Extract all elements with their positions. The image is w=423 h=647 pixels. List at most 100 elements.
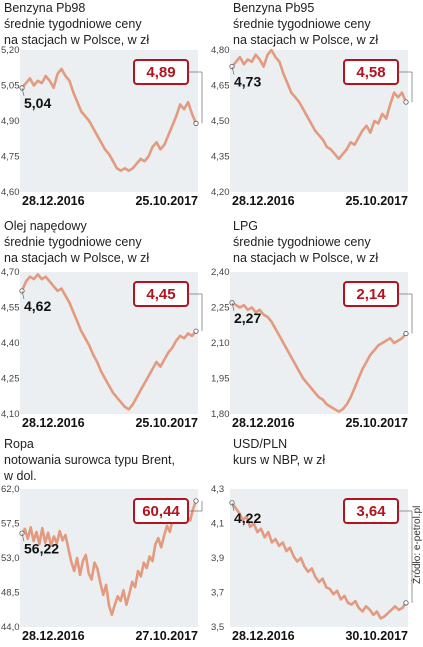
start-connector bbox=[21, 533, 25, 542]
start-date-label: 28.12.2016 bbox=[232, 629, 295, 643]
start-value-label: 5,04 bbox=[24, 95, 51, 111]
title-line-2: średnie tygodniowe ceny bbox=[4, 235, 142, 249]
line-chart-lpg: 2,40 2,25 2,10 1,95 1,80 2,27 2,14 28.12.2016 25… bbox=[211, 267, 413, 430]
y-tick-label: 4,60 bbox=[1, 187, 20, 198]
source-note: Źródło: e-petrol.pl bbox=[412, 505, 423, 584]
title-line-1: Ropa bbox=[4, 437, 34, 451]
title-line-2: kurs w NBP, w zł bbox=[233, 453, 326, 467]
title-line-3: na stacjach w Polsce, w zł bbox=[233, 251, 379, 265]
series-line bbox=[20, 67, 198, 172]
chart-title: Olej napędowy średnie tygodniowe ceny na… bbox=[4, 218, 149, 266]
title-line-1: USD/PLN bbox=[233, 437, 288, 451]
start-value-label: 56,22 bbox=[24, 540, 59, 556]
y-tick-label: 2,40 bbox=[211, 267, 230, 278]
y-tick-label: 4,1 bbox=[211, 519, 224, 530]
end-date-label: 25.10.2017 bbox=[345, 416, 408, 430]
end-value-label: 3,64 bbox=[356, 503, 386, 520]
start-date-label: 28.12.2016 bbox=[232, 416, 295, 430]
series-line bbox=[230, 501, 408, 620]
chart-title: USD/PLN kurs w NBP, w zł bbox=[233, 436, 325, 468]
y-tick-label: 44,0 bbox=[1, 622, 20, 633]
end-value-label: 4,45 bbox=[146, 286, 175, 303]
series-line bbox=[20, 499, 198, 617]
y-tick-label: 4,3 bbox=[211, 484, 224, 495]
end-date-label: 25.10.2017 bbox=[135, 416, 198, 430]
title-line-2: średnie tygodniowe ceny bbox=[4, 17, 142, 31]
chart-title: Benzyna Pb95 średnie tygodniowe ceny na … bbox=[233, 0, 378, 48]
start-connector bbox=[21, 87, 25, 96]
start-connector bbox=[231, 66, 235, 75]
y-tick-label: 4,90 bbox=[1, 116, 20, 127]
line-chart-diesel: 4,70 4,55 4,40 4,25 4,10 4,62 4,45 28.12.2016 25… bbox=[1, 267, 203, 430]
y-tick-label: 4,55 bbox=[1, 303, 20, 314]
y-tick-label: 4,65 bbox=[211, 81, 230, 92]
line-chart-brent: 62,0 57,5 53,0 48,5 44,0 56,22 60,44 28.12.2016… bbox=[1, 484, 203, 643]
end-value-label: 4,58 bbox=[356, 64, 385, 81]
title-line-3: w dol. bbox=[4, 469, 37, 483]
y-tick-label: 3,5 bbox=[211, 622, 224, 633]
y-tick-label: 4,50 bbox=[211, 116, 230, 127]
end-point bbox=[193, 498, 199, 504]
title-line-3: na stacjach w Polsce, w zł bbox=[233, 33, 379, 47]
y-tick-label: 62,0 bbox=[1, 484, 20, 495]
end-date-label: 25.10.2017 bbox=[135, 194, 198, 208]
line-chart-usdpln: 4,3 4,1 3,9 3,7 3,5 4,22 3,64 28.12.2016 30.10.2… bbox=[211, 484, 413, 643]
y-tick-label: 57,5 bbox=[1, 519, 20, 530]
series-line bbox=[230, 301, 408, 413]
start-connector bbox=[231, 502, 235, 511]
end-date-label: 25.10.2017 bbox=[345, 194, 408, 208]
y-tick-label: 3,7 bbox=[211, 588, 224, 599]
chart-title: Ropa notowania surowca typu Brent, w dol… bbox=[4, 436, 175, 484]
line-chart-pb95: 4,80 4,65 4,50 4,35 4,20 4,73 4,58 28.12.2016 25… bbox=[211, 45, 413, 208]
start-connector bbox=[21, 290, 25, 300]
chart-title: LPG średnie tygodniowe ceny na stacjach … bbox=[233, 218, 378, 266]
y-tick-label: 4,40 bbox=[1, 338, 20, 349]
y-tick-label: 5,05 bbox=[1, 81, 20, 92]
title-line-1: Benzyna Pb95 bbox=[233, 1, 315, 15]
y-tick-label: 4,75 bbox=[1, 152, 20, 163]
start-date-label: 28.12.2016 bbox=[22, 194, 85, 208]
y-tick-label: 48,5 bbox=[1, 588, 20, 599]
start-value-label: 4,73 bbox=[234, 74, 261, 90]
y-tick-label: 53,0 bbox=[1, 553, 20, 564]
y-tick-label: 4,25 bbox=[1, 374, 20, 385]
end-value-label: 60,44 bbox=[142, 503, 180, 520]
series-line bbox=[20, 273, 198, 411]
series-line bbox=[230, 48, 408, 161]
start-date-label: 28.12.2016 bbox=[22, 416, 85, 430]
title-line-3: na stacjach w Polsce, w zł bbox=[4, 33, 150, 47]
end-value-label: 2,14 bbox=[356, 286, 386, 303]
title-line-1: Olej napędowy bbox=[4, 219, 87, 233]
title-line-1: Benzyna Pb98 bbox=[4, 1, 86, 15]
end-value-label: 4,89 bbox=[146, 64, 175, 81]
chart-title: Benzyna Pb98 średnie tygodniowe ceny na … bbox=[4, 0, 149, 48]
y-tick-label: 1,80 bbox=[211, 409, 230, 420]
start-connector bbox=[231, 302, 235, 311]
title-line-1: LPG bbox=[233, 219, 259, 233]
y-tick-label: 4,10 bbox=[1, 409, 20, 420]
start-date-label: 28.12.2016 bbox=[22, 629, 85, 643]
y-tick-label: 4,20 bbox=[211, 187, 230, 198]
end-point bbox=[193, 328, 199, 334]
y-tick-label: 4,80 bbox=[211, 45, 230, 56]
title-line-2: średnie tygodniowe ceny bbox=[233, 17, 371, 31]
y-tick-label: 2,10 bbox=[211, 338, 230, 349]
title-line-3: na stacjach w Polsce, w zł bbox=[4, 251, 150, 265]
title-line-2: średnie tygodniowe ceny bbox=[233, 235, 371, 249]
y-tick-label: 1,95 bbox=[211, 374, 230, 385]
title-line-2: notowania surowca typu Brent, bbox=[4, 453, 175, 467]
y-tick-label: 4,35 bbox=[211, 152, 230, 163]
start-date-label: 28.12.2016 bbox=[232, 194, 295, 208]
y-tick-label: 3,9 bbox=[211, 553, 224, 564]
end-point bbox=[403, 330, 409, 337]
start-value-label: 2,27 bbox=[234, 310, 261, 326]
end-point bbox=[193, 120, 199, 126]
start-value-label: 4,22 bbox=[234, 510, 261, 526]
y-tick-label: 5,20 bbox=[1, 45, 20, 56]
end-date-label: 27.10.2017 bbox=[135, 629, 198, 643]
y-tick-label: 2,25 bbox=[211, 303, 230, 314]
line-chart-pb98: 5,20 5,05 4,90 4,75 4,60 5,04 4,89 28.12.2016 25… bbox=[1, 45, 203, 208]
end-point bbox=[403, 99, 409, 105]
start-value-label: 4,62 bbox=[24, 298, 51, 314]
y-tick-label: 4,70 bbox=[1, 267, 20, 278]
